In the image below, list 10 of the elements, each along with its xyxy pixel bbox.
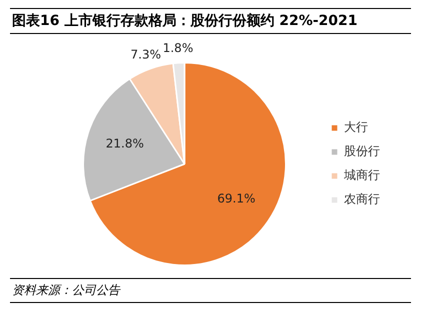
- text: 资料来源：公司公告: [12, 283, 120, 297]
- data-label: 7.3%: [130, 48, 162, 62]
- legend-label: 股份行: [344, 144, 380, 158]
- legend-label: 大行: [344, 120, 368, 134]
- legend-label: 农商行: [344, 192, 380, 206]
- data-label: 21.8%: [106, 136, 144, 151]
- data-label: 1.8%: [162, 41, 194, 56]
- legend-label: 城商行: [343, 168, 380, 182]
- chart-title: 图表16 上市银行存款格局：股份行份额约 22%-2021: [10, 8, 411, 34]
- data-label: 69.1%: [217, 192, 256, 206]
